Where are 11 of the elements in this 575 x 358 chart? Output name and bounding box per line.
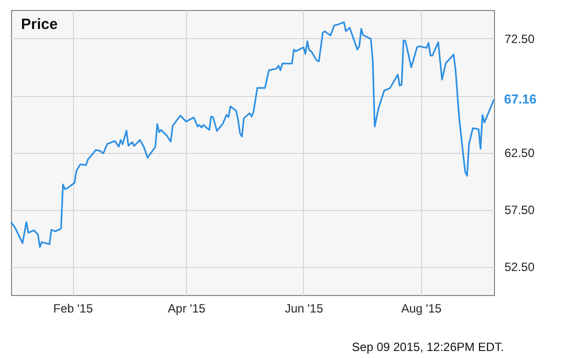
x-tick-label: Aug '15 (401, 302, 442, 316)
x-tick-label: Feb '15 (53, 302, 94, 316)
chart-title: Price (21, 16, 58, 33)
y-tick-label: 57.50 (504, 203, 535, 217)
text: Sep 09 2015, 12:26PM EDT. (352, 340, 504, 354)
annotation: 67.16 (504, 91, 537, 106)
x-tick-label: Apr '15 (168, 302, 206, 316)
y-tick-label: 52.50 (504, 260, 535, 274)
x-tick-label: Jun '15 (284, 302, 324, 316)
y-tick-label: 62.50 (504, 146, 535, 160)
y-tick-label: 72.50 (504, 32, 535, 46)
